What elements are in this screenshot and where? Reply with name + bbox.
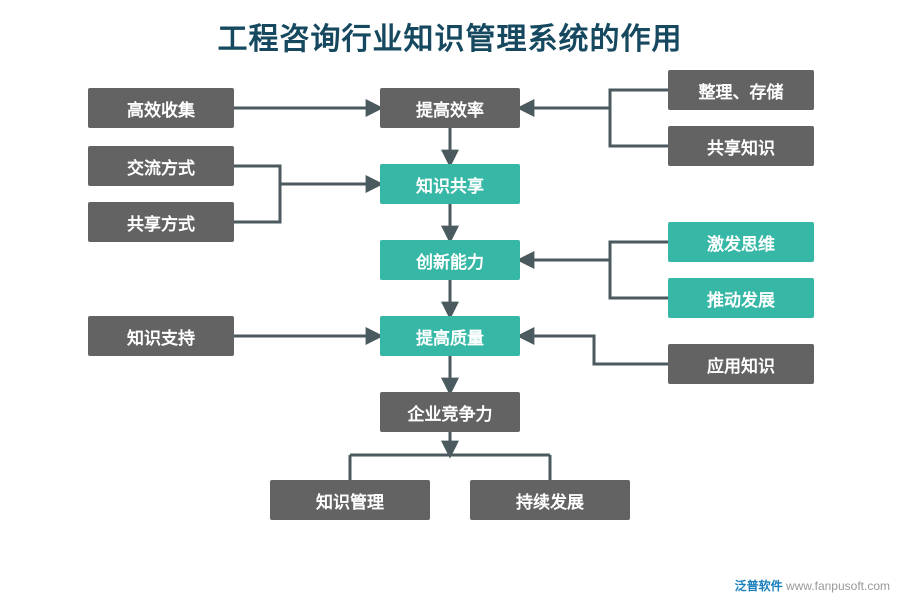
node-n-innov: 创新能力 (380, 240, 520, 280)
node-n-share: 知识共享 (380, 164, 520, 204)
footer-url: www.fanpusoft.com (786, 579, 890, 593)
edge (520, 336, 668, 364)
node-r-pushdev: 推动发展 (668, 278, 814, 318)
node-n-quality: 提高质量 (380, 316, 520, 356)
node-l-ksupport: 知识支持 (88, 316, 234, 356)
node-r-applyknow: 应用知识 (668, 344, 814, 384)
edge (610, 90, 668, 146)
node-n-sustain: 持续发展 (470, 480, 630, 520)
node-r-shareknow: 共享知识 (668, 126, 814, 166)
footer-brand: 泛普软件 (735, 579, 783, 593)
node-n-compete: 企业竞争力 (380, 392, 520, 432)
diagram-title: 工程咨询行业知识管理系统的作用 (0, 14, 900, 58)
node-l-shareway: 共享方式 (88, 202, 234, 242)
node-r-inspire: 激发思维 (668, 222, 814, 262)
footer-watermark: 泛普软件 www.fanpusoft.com (735, 577, 890, 594)
node-l-commway: 交流方式 (88, 146, 234, 186)
edge (234, 166, 280, 222)
node-n-km: 知识管理 (270, 480, 430, 520)
node-l-collect: 高效收集 (88, 88, 234, 128)
node-r-orgstore: 整理、存储 (668, 70, 814, 110)
node-n-efficiency: 提高效率 (380, 88, 520, 128)
edge (610, 242, 668, 298)
